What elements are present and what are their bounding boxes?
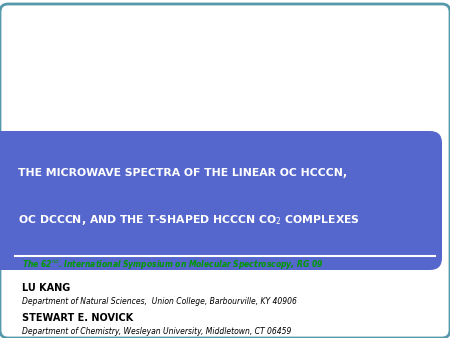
Text: The 62$^{nd}$. International Symposium on Molecular Spectroscopy, RG 09: The 62$^{nd}$. International Symposium o…	[22, 258, 324, 272]
Text: Department of Natural Sciences,  Union College, Barbourville, KY 40906: Department of Natural Sciences, Union Co…	[22, 297, 297, 307]
Text: OC DCCCN, AND THE T-SHAPED HCCCN CO$_2$ COMPLEXES: OC DCCCN, AND THE T-SHAPED HCCCN CO$_2$ …	[18, 213, 360, 227]
Text: STEWART E. NOVICK: STEWART E. NOVICK	[22, 313, 133, 323]
FancyBboxPatch shape	[0, 131, 442, 270]
Text: THE MICROWAVE SPECTRA OF THE LINEAR OC HCCCN,: THE MICROWAVE SPECTRA OF THE LINEAR OC H…	[18, 168, 347, 178]
FancyBboxPatch shape	[0, 4, 450, 338]
Text: Department of Chemistry, Wesleyan University, Middletown, CT 06459: Department of Chemistry, Wesleyan Univer…	[22, 327, 292, 336]
Text: LU KANG: LU KANG	[22, 283, 70, 293]
